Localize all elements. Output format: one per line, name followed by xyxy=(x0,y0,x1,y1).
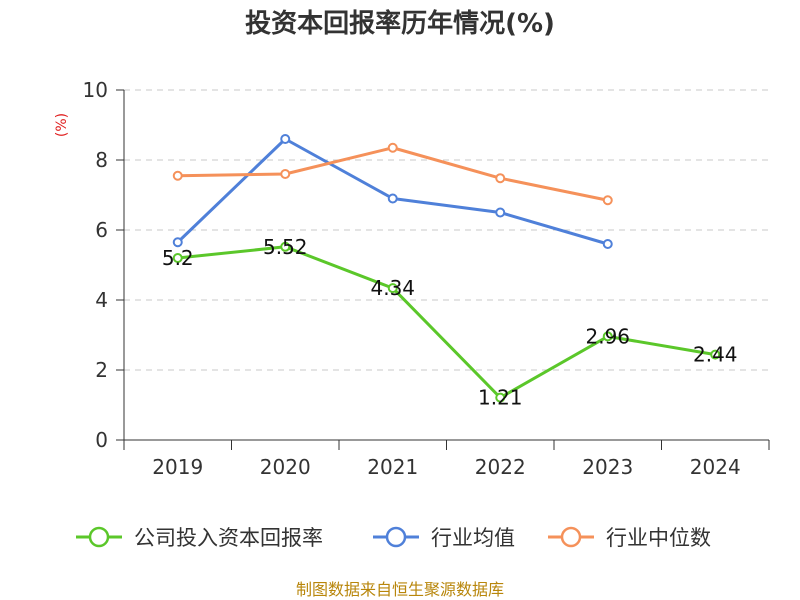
data-point xyxy=(602,239,613,249)
x-tick-label: 2021 xyxy=(367,455,418,479)
data-point xyxy=(495,392,506,403)
legend-label: 公司投入资本回报率 xyxy=(134,526,323,550)
legend-item-2: 行业中位数 xyxy=(548,526,711,550)
data-point xyxy=(387,193,398,204)
series-line xyxy=(177,245,716,400)
data-point xyxy=(495,173,506,184)
data-point xyxy=(387,283,398,294)
y-tick-label: 6 xyxy=(95,218,108,242)
series-2 xyxy=(172,142,613,206)
legend-item-1: 行业均值 xyxy=(373,526,515,550)
legend: 公司投入资本回报率 行业均值 行业中位数 xyxy=(76,526,711,550)
x-tick-labels: 2019 2020 2021 2022 2023 2024 xyxy=(152,455,740,479)
legend-label: 行业均值 xyxy=(431,526,515,550)
grid-lines xyxy=(124,89,769,371)
y-tick-label: 4 xyxy=(95,288,108,312)
x-tick-label: 2022 xyxy=(475,455,526,479)
x-tick-label: 2024 xyxy=(690,455,741,479)
legend-swatch-marker xyxy=(560,526,582,548)
data-point xyxy=(495,207,506,218)
data-point xyxy=(280,241,291,252)
legend-swatch-marker xyxy=(385,526,407,548)
x-tick-label: 2019 xyxy=(152,455,203,479)
data-point xyxy=(710,349,721,360)
legend-swatch-marker xyxy=(88,526,110,548)
data-point xyxy=(172,170,183,181)
data-point xyxy=(602,195,613,206)
data-label: 2.44 xyxy=(693,343,738,367)
data-point xyxy=(280,169,291,179)
y-tick-label: 10 xyxy=(83,78,108,102)
series-line xyxy=(176,137,609,246)
data-point xyxy=(280,134,291,144)
series-line xyxy=(177,146,609,202)
y-tick-label: 0 xyxy=(95,428,108,452)
data-point xyxy=(172,237,183,248)
y-axis-unit: (%) xyxy=(54,113,70,137)
data-label: 5.2 xyxy=(162,246,194,270)
data-label: 4.34 xyxy=(370,276,415,300)
series-lines xyxy=(172,134,721,403)
y-tick-labels: 0 2 4 6 8 10 xyxy=(83,78,108,452)
series-0 xyxy=(172,241,721,403)
chart-title: 投资本回报率历年情况(%) xyxy=(245,8,555,39)
data-label: 5.52 xyxy=(263,235,308,259)
data-labels: 5.2 5.52 4.34 1.21 2.96 2.44 xyxy=(162,235,738,410)
y-tick-label: 2 xyxy=(95,358,108,382)
axes xyxy=(116,89,770,450)
x-tick-label: 2023 xyxy=(582,455,633,479)
data-point xyxy=(387,142,398,153)
data-label: 1.21 xyxy=(478,386,523,410)
legend-item-0: 公司投入资本回报率 xyxy=(76,526,323,550)
legend-label: 行业中位数 xyxy=(606,526,711,550)
data-label: 2.96 xyxy=(585,324,630,348)
source-note: 制图数据来自恒生聚源数据库 xyxy=(296,580,504,599)
y-tick-label: 8 xyxy=(95,148,108,172)
x-tick-label: 2020 xyxy=(260,455,311,479)
data-point xyxy=(172,253,183,263)
data-point xyxy=(602,331,613,342)
